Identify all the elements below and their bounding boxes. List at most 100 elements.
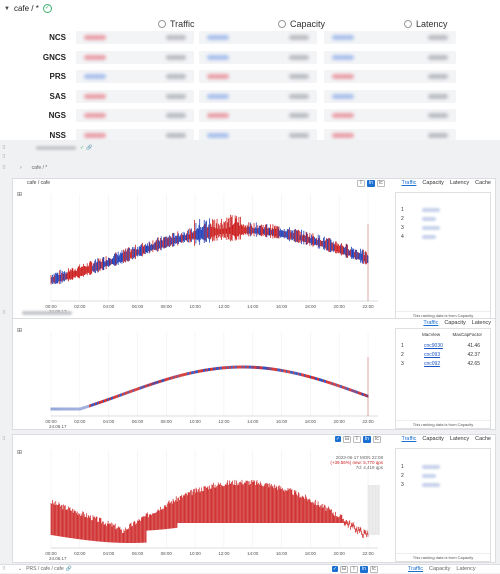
collapse-caret-icon[interactable]: ▼ [4,5,10,12]
toggle-i[interactable]: ⊟ [340,565,348,573]
blurred-label [22,310,72,315]
summary-header[interactable]: ▼ cafe / * ✓ [4,4,52,13]
traffic-chart[interactable]: 00:00 02:00 04:00 06:00 08:00 10:00 12:00 14:00… [33,327,388,430]
section-strip[interactable]: ⠿ [0,152,500,161]
tab-capacity[interactable]: Capacity [428,566,451,572]
toggle-i[interactable]: ⊟ [343,436,351,443]
blurred-value [428,74,448,79]
metric-cell[interactable] [76,31,194,44]
metric-cell[interactable] [199,109,317,122]
x-tick-label: 10:00 [189,304,201,309]
tab-cache[interactable]: Cache [475,436,491,442]
blurred-rank-name [422,217,436,221]
tab-traffic[interactable]: Traffic [401,436,417,442]
dashboard-area: ⠿ ✓ 🔗 ⠿ ⠿ › cafe / * cafe / cafe I ln lc… [0,140,500,574]
section-strip[interactable]: ⠿ ✓ 🔗 [0,143,500,152]
blurred-value [428,132,448,138]
chevron-right-icon[interactable]: › [20,164,22,171]
table-view-icon[interactable]: ⊞ [17,192,23,198]
info-icon[interactable] [158,20,166,28]
traffic-chart[interactable]: 00:00 02:00 04:00 06:00 08:00 10:00 12:00 14:00… [33,445,388,562]
toggle-lc[interactable]: lc [370,565,378,573]
tab-capacity[interactable]: Capacity [444,320,466,326]
rank-number: 1 [401,343,404,349]
x-tick-label: 06:00 [132,551,144,556]
checkbox-icon[interactable]: ✓ [332,565,338,572]
drag-handle-icon[interactable]: ⠿ [2,153,6,160]
blurred-value [84,54,106,60]
drag-handle-icon[interactable]: ⠿ [2,164,6,171]
metric-cell[interactable] [199,50,317,64]
tab-latency[interactable]: Latency [449,180,470,186]
tab-latency[interactable]: Latency [449,436,470,442]
blurred-label [36,145,76,150]
metric-cell[interactable] [324,109,456,122]
link-icon[interactable]: 🔗 [86,144,93,151]
drag-handle-icon[interactable]: ⠿ [2,144,6,151]
metric-cell[interactable] [199,70,317,83]
link-icon[interactable]: 🔗 [65,566,72,572]
metric-cell[interactable] [76,89,194,103]
view-toggles: I ln lc [357,180,385,187]
drag-handle-icon[interactable]: ⠿ [2,309,6,316]
blurred-rank-name [422,465,440,469]
tab-cache[interactable]: Cache [475,180,491,186]
metric-cell[interactable] [324,89,456,103]
metric-cell[interactable] [324,50,456,64]
tab-latency[interactable]: Latency [471,320,491,326]
rank-number: 2 [401,473,404,479]
column-header-latency[interactable]: Latency [404,19,448,29]
tab-latency[interactable]: Latency [456,566,476,572]
x-tick-label: 08:00 [161,551,173,556]
tab-traffic[interactable]: Traffic [408,566,423,572]
toggle-ln[interactable]: ln [360,565,368,573]
table-view-icon[interactable]: ⊞ [17,328,23,334]
x-tick-label: 04:00 [103,551,115,556]
metric-cell[interactable] [324,128,456,142]
rank-name-link[interactable]: cnc092 [424,361,441,367]
ranking-box: 1 2 3 4 This ranking data is from Capacity [395,192,491,320]
section-strip-cafe[interactable]: ⠿ › cafe / * [0,163,500,172]
tab-capacity[interactable]: Capacity [422,180,444,186]
chevron-down-icon[interactable]: ⌄ [18,566,23,572]
metric-cell[interactable] [199,89,317,103]
blurred-value [289,74,309,79]
toggle-i[interactable]: I [353,436,361,443]
panel-header-prs[interactable]: ⠿ ⌄ PRS / cafe / cafe 🔗 ✓ ⊟ I ln lc Traf… [0,564,500,573]
section-strip[interactable]: ⠿ [0,308,500,317]
status-check-icon: ✓ [80,144,85,151]
table-view-icon[interactable]: ⊞ [17,450,23,456]
metric-cell[interactable] [76,50,194,64]
info-icon[interactable] [278,20,286,28]
metric-cell[interactable] [76,109,194,122]
metric-cell[interactable] [324,70,456,83]
section-label: cafe / * [31,164,48,171]
drag-handle-icon[interactable]: ⠿ [2,566,6,572]
column-header-capacity[interactable]: Capacity [278,19,325,29]
metric-cell[interactable] [324,31,456,44]
metric-cell[interactable] [199,31,317,44]
metric-cell[interactable] [76,128,194,142]
tab-traffic[interactable]: Traffic [401,180,417,186]
traffic-chart[interactable]: 00:00 02:00 04:00 06:00 08:00 10:00 12:00 14:00… [33,189,388,319]
blurred-rank-name [422,474,436,478]
checkbox-icon[interactable]: ✓ [335,436,341,442]
tab-traffic[interactable]: Traffic [423,320,439,326]
toggle-ln[interactable]: ln [367,180,375,187]
tab-capacity[interactable]: Capacity [422,436,444,442]
column-header-traffic[interactable]: Traffic [158,19,195,29]
toggle-i[interactable]: I [357,180,365,187]
rank-name-link[interactable]: cnc9030 [424,343,443,349]
drag-handle-icon[interactable]: ⠿ [2,435,6,442]
metric-cell[interactable] [76,70,194,83]
toggle-ln[interactable]: ln [363,436,371,443]
blurred-value [84,93,106,99]
toggle-i[interactable]: I [350,565,358,573]
metric-cell[interactable] [199,128,317,142]
toggle-lc[interactable]: lc [373,436,381,443]
info-icon[interactable] [404,20,412,28]
x-tick-label: 04:00 [103,419,115,424]
rank-name-link[interactable]: cnc093 [424,352,441,358]
toggle-lc[interactable]: lc [377,180,385,187]
x-tick-label: 06:00 [132,304,144,309]
